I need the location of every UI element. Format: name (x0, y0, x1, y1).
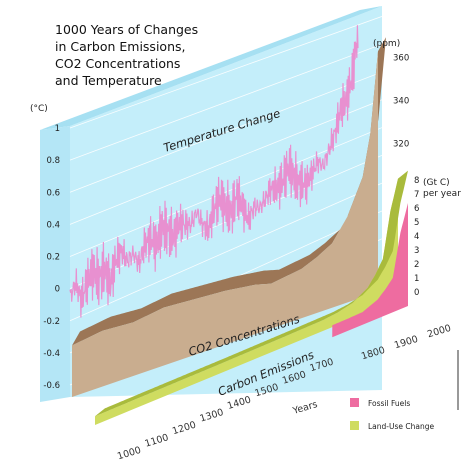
co2-axis: 360 340 320 (393, 54, 409, 150)
emissions-tick-label: 7 (414, 190, 419, 200)
temperature-tick-label: -0.6 (43, 381, 60, 391)
emissions-tick-label: 0 (414, 288, 419, 298)
chart-title: 1000 Years of Changes in Carbon Emission… (55, 22, 198, 88)
emissions-tick-label: 8 (414, 176, 419, 186)
temperature-axis: 1 0.8 0.6 0.4 0.2 0 -0.2 -0.4 -0.6 (43, 124, 60, 391)
temperature-tick-label: 0.4 (46, 220, 60, 230)
temperature-tick-label: -0.4 (43, 349, 60, 359)
emissions-tick-label: 5 (414, 218, 419, 228)
emissions-tick-label: 1 (414, 274, 419, 284)
title-line-3: CO2 Concentrations (55, 56, 180, 71)
temperature-gridline (69, 71, 383, 193)
emissions-tick-label: 3 (414, 246, 419, 256)
year-tick-label-right: 2000 (426, 323, 452, 341)
co2-ribbon-top (72, 37, 386, 346)
year-tick-label-right: 1900 (393, 334, 419, 352)
temperature-tick-label: 1 (55, 124, 60, 134)
temperature-tick-label: 0.6 (46, 188, 60, 198)
co2-unit: (ppm) (373, 39, 400, 49)
title-line-1: 1000 Years of Changes (55, 22, 198, 37)
co2-ribbon-face (72, 51, 378, 398)
temperature-panel-top-edge (40, 6, 382, 130)
legend-swatch (350, 421, 359, 430)
legend: Fossil Fuels Land-Use Change (350, 398, 434, 431)
temperature-panel-side (40, 126, 70, 402)
temperature-tick-label: 0 (55, 285, 60, 295)
title-line-4: and Temperature (55, 73, 162, 88)
co2-tick-label: 360 (393, 54, 409, 64)
year-tick-label-left: 1400 (226, 394, 252, 412)
emissions-axis: 8 7 6 5 4 3 2 1 0 (414, 176, 419, 298)
legend-label: Land-Use Change (368, 422, 434, 431)
co2-tick-label: 320 (393, 140, 409, 150)
years-axis-label: Years (291, 399, 319, 417)
emissions-tick-label: 4 (414, 232, 419, 242)
temperature-tick-label: -0.2 (43, 317, 60, 327)
temperature-gridline (69, 99, 383, 225)
temperature-gridline (69, 43, 383, 161)
legend-label: Fossil Fuels (368, 399, 410, 408)
emissions-unit-2: per year (423, 189, 461, 199)
co2-tick-label: 340 (393, 97, 409, 107)
year-tick-label-left: 1200 (171, 420, 197, 438)
title-line-2: in Carbon Emissions, (55, 39, 185, 54)
temperature-tick-label: 0.2 (46, 253, 60, 263)
emissions-tick-label: 2 (414, 260, 419, 270)
fossil-fuels-ribbon (332, 203, 408, 338)
emissions-unit: (Gt C) (423, 178, 450, 188)
year-tick-label-left: 1100 (144, 432, 170, 450)
year-tick-label-left: 1000 (116, 445, 142, 463)
temperature-series-line (69, 25, 359, 318)
temperature-gridline (69, 16, 383, 129)
year-tick-label-left: 1300 (199, 407, 225, 425)
temperature-gridline (69, 182, 383, 322)
temperature-tick-label: 0.8 (46, 156, 60, 166)
temperature-unit: (°C) (30, 104, 48, 114)
emissions-tick-label: 6 (414, 204, 419, 214)
legend-swatch (350, 398, 359, 407)
